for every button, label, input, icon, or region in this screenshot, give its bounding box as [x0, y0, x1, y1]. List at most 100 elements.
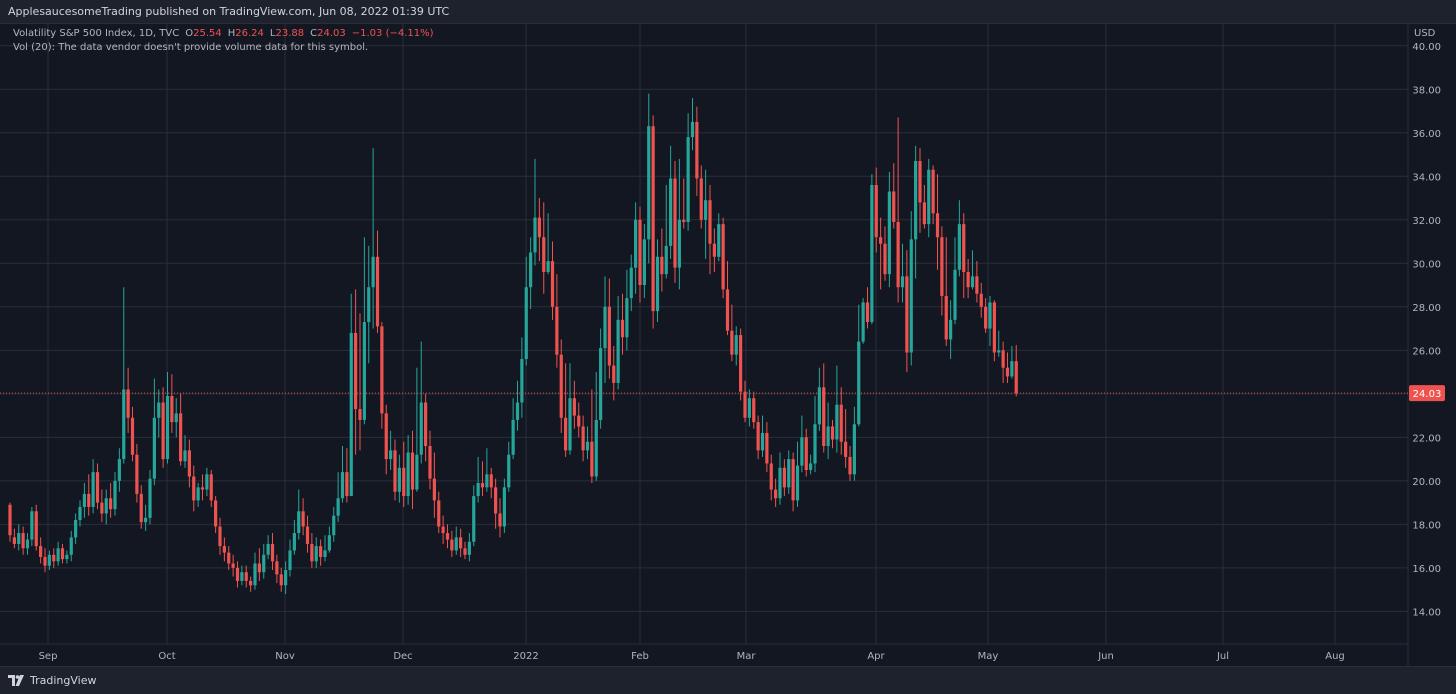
candle[interactable] — [454, 526, 458, 555]
candle[interactable] — [664, 184, 668, 279]
candle[interactable] — [459, 528, 463, 557]
candle[interactable] — [82, 483, 86, 518]
candle[interactable] — [240, 565, 244, 586]
candle[interactable] — [992, 300, 996, 362]
candle[interactable] — [187, 439, 191, 488]
candle[interactable] — [625, 269, 629, 351]
candle[interactable] — [179, 393, 183, 466]
candle[interactable] — [944, 237, 948, 346]
candle[interactable] — [835, 365, 839, 453]
candle[interactable] — [249, 576, 253, 592]
candle[interactable] — [655, 239, 660, 323]
candle[interactable] — [235, 561, 240, 588]
candle[interactable] — [279, 567, 283, 592]
candle[interactable] — [476, 456, 480, 503]
candle[interactable] — [34, 504, 38, 551]
candle[interactable] — [634, 202, 638, 294]
candle[interactable] — [489, 467, 493, 499]
candle[interactable] — [161, 387, 165, 468]
candle[interactable] — [787, 450, 791, 494]
candle[interactable] — [953, 237, 957, 325]
candle[interactable] — [883, 226, 887, 281]
candle[interactable] — [183, 435, 187, 468]
candle[interactable] — [747, 389, 751, 427]
candle[interactable] — [725, 261, 730, 336]
candle[interactable] — [686, 113, 690, 231]
candle[interactable] — [743, 380, 747, 423]
candle[interactable] — [60, 543, 65, 564]
candle[interactable] — [931, 165, 935, 225]
candle[interactable] — [966, 258, 970, 299]
candle[interactable] — [467, 533, 471, 562]
candle[interactable] — [1001, 341, 1005, 383]
candle[interactable] — [804, 428, 808, 477]
candle[interactable] — [769, 454, 773, 501]
candle[interactable] — [205, 467, 209, 497]
candle[interactable] — [1014, 345, 1018, 397]
candle[interactable] — [227, 546, 231, 571]
chart-area[interactable]: 14.0016.0018.0020.0022.0024.0026.0028.00… — [0, 24, 1456, 666]
candle[interactable] — [524, 256, 528, 366]
candle[interactable] — [970, 250, 975, 290]
candle[interactable] — [577, 402, 581, 438]
candle[interactable] — [962, 213, 966, 299]
candle[interactable] — [367, 245, 371, 364]
candle[interactable] — [590, 389, 594, 484]
candle[interactable] — [130, 406, 135, 462]
candle[interactable] — [935, 174, 940, 270]
candle[interactable] — [148, 469, 152, 525]
candle[interactable] — [975, 261, 979, 303]
candle[interactable] — [288, 539, 292, 577]
symbol-name[interactable]: Volatility S&P 500 Index, 1D, TVC — [13, 28, 180, 39]
candle[interactable] — [690, 97, 695, 151]
candle[interactable] — [323, 535, 327, 562]
candle[interactable] — [463, 541, 467, 560]
candle[interactable] — [410, 430, 415, 510]
candle[interactable] — [699, 165, 703, 229]
candle[interactable] — [822, 363, 826, 453]
candle[interactable] — [507, 441, 511, 492]
candle[interactable] — [515, 380, 520, 431]
candle[interactable] — [892, 163, 896, 229]
candle[interactable] — [817, 367, 821, 431]
candle[interactable] — [157, 389, 161, 438]
candle[interactable] — [327, 526, 331, 553]
candle[interactable] — [865, 287, 870, 329]
candle[interactable] — [848, 446, 852, 481]
candle[interactable] — [122, 287, 126, 464]
candle[interactable] — [918, 148, 922, 233]
candle[interactable] — [8, 502, 12, 542]
candle[interactable] — [301, 498, 305, 536]
candle[interactable] — [113, 472, 117, 516]
candle[interactable] — [65, 550, 69, 564]
candle[interactable] — [739, 328, 743, 401]
candle[interactable] — [262, 543, 266, 579]
candle[interactable] — [380, 322, 384, 429]
candle[interactable] — [642, 224, 646, 299]
candle[interactable] — [861, 298, 865, 344]
candle[interactable] — [345, 448, 349, 503]
candle[interactable] — [349, 293, 353, 497]
candlestick-chart[interactable]: 14.0016.0018.0020.0022.0024.0026.0028.00… — [0, 24, 1456, 666]
tradingview-logo[interactable]: TradingView — [8, 674, 96, 687]
candle[interactable] — [1010, 345, 1014, 379]
candle[interactable] — [275, 554, 279, 584]
candle[interactable] — [844, 409, 848, 468]
candle[interactable] — [109, 483, 113, 518]
candle[interactable] — [362, 237, 366, 425]
candle[interactable] — [559, 339, 563, 433]
candle[interactable] — [988, 295, 992, 346]
candle[interactable] — [905, 250, 909, 373]
candle[interactable] — [30, 506, 34, 547]
candle[interactable] — [384, 404, 388, 475]
candle[interactable] — [152, 378, 156, 486]
candle[interactable] — [752, 391, 756, 429]
candle[interactable] — [292, 520, 296, 555]
candle[interactable] — [494, 478, 498, 529]
candle[interactable] — [809, 454, 813, 475]
candle[interactable] — [660, 228, 664, 292]
candle[interactable] — [927, 158, 931, 238]
candle[interactable] — [100, 489, 104, 523]
candle[interactable] — [91, 459, 95, 514]
candle[interactable] — [432, 452, 436, 518]
